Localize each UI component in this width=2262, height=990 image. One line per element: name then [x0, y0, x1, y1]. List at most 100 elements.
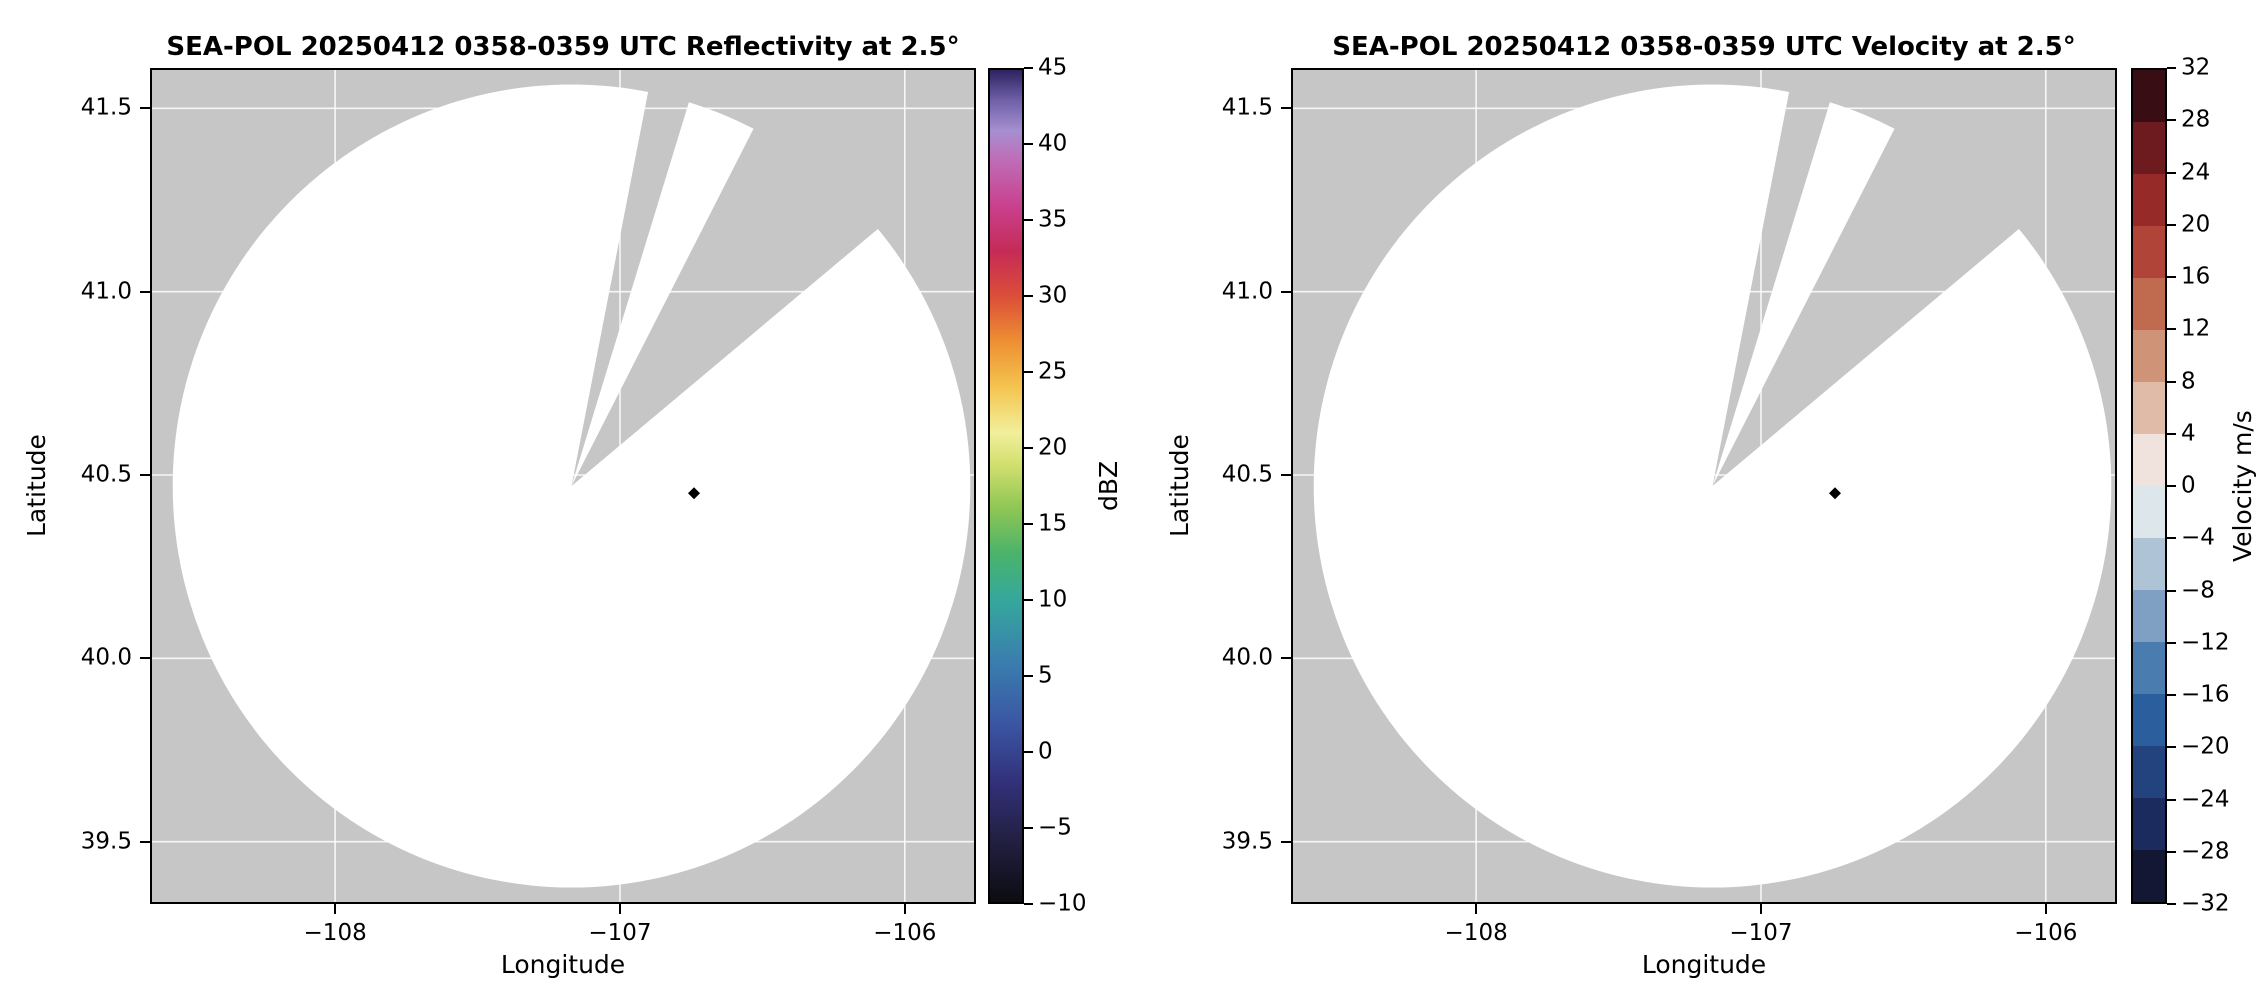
reflectivity-title: SEA-POL 20250412 0358-0359 UTC Reflectiv…	[166, 32, 960, 62]
y-tick-mark	[140, 290, 150, 293]
location-marker	[1829, 487, 1841, 500]
velocity-x-axis-label: Longitude	[1641, 950, 1767, 979]
colorbar-tick-label: 8	[2181, 368, 2196, 394]
colorbar-tick-mark	[2167, 485, 2176, 487]
colorbar-tick-label: 12	[2181, 315, 2211, 342]
colorbar-tick-mark	[2167, 328, 2176, 331]
y-tick-label: 41.5	[80, 94, 132, 121]
colorbar-tick-label: −10	[1038, 890, 1087, 917]
colorbar-tick-label: 30	[1038, 282, 1068, 309]
colorbar-segment	[2133, 122, 2165, 174]
colorbar-tick-label: 32	[2181, 54, 2211, 81]
y-tick-label: 39.5	[80, 828, 132, 855]
colorbar-tick-label: 20	[2181, 211, 2211, 238]
colorbar-segment	[2133, 330, 2165, 382]
y-tick-mark	[140, 657, 150, 660]
colorbar-tick-label: 25	[1038, 358, 1068, 385]
x-tick-label: −106	[873, 920, 937, 946]
colorbar-tick-mark	[1024, 523, 1033, 525]
x-tick-label: −106	[2014, 920, 2078, 946]
colorbar-tick-mark	[2167, 746, 2176, 749]
y-tick-mark	[1281, 474, 1291, 476]
colorbar-tick-mark	[2167, 432, 2176, 435]
velocity-title: SEA-POL 20250412 0358-0359 UTC Velocity …	[1332, 32, 2076, 62]
colorbar-tick-mark	[2167, 641, 2176, 644]
colorbar-segment	[2133, 642, 2165, 694]
colorbar-tick-label: 16	[2181, 263, 2211, 290]
reflectivity-plot	[150, 0, 1018, 904]
colorbar-segment	[2133, 590, 2165, 642]
y-tick-mark	[140, 107, 150, 110]
colorbar-tick-mark	[1024, 827, 1033, 829]
colorbar-tick-mark	[1024, 447, 1033, 449]
colorbar-tick-mark	[2167, 119, 2176, 122]
colorbar-tick-mark	[2167, 537, 2176, 540]
x-tick-label: −108	[303, 920, 367, 946]
y-tick-mark	[1281, 107, 1291, 110]
colorbar-tick-mark	[2167, 276, 2176, 278]
colorbar-tick-mark	[1024, 295, 1033, 297]
x-tick-mark	[2044, 904, 2047, 914]
colorbar-tick-mark	[2167, 850, 2176, 853]
x-tick-label: −107	[1729, 920, 1793, 946]
x-tick-mark	[334, 904, 337, 914]
velocity-colorbar-label: Velocity m/s	[2228, 410, 2257, 562]
x-tick-label: −108	[1444, 920, 1508, 946]
colorbar-tick-label: −20	[2181, 733, 2230, 760]
plot-frame	[150, 68, 976, 904]
velocity-plot	[1291, 0, 2159, 904]
colorbar-tick-mark	[2167, 380, 2176, 383]
colorbar-tick-label: 45	[1038, 54, 1068, 81]
reflectivity-x-axis-label: Longitude	[500, 950, 626, 979]
y-tick-mark	[1281, 290, 1291, 293]
missing-data-sector	[571, 0, 1018, 486]
colorbar-segment	[2133, 226, 2165, 278]
x-tick-mark	[618, 904, 621, 914]
colorbar-tick-label: 0	[1038, 738, 1053, 765]
x-tick-mark	[903, 904, 906, 914]
colorbar-tick-label: −28	[2181, 838, 2230, 865]
colorbar-tick-mark	[2167, 589, 2176, 592]
y-tick-mark	[140, 840, 150, 843]
colorbar-segment	[2133, 70, 2165, 122]
radar-ppi-svg	[1291, 0, 2159, 904]
colorbar-segment	[2133, 798, 2165, 850]
plot-frame	[1291, 68, 2117, 904]
y-tick-label: 41.0	[80, 278, 132, 305]
colorbar-segment	[2133, 694, 2165, 746]
reflectivity-colorbar	[988, 68, 1024, 904]
colorbar-tick-label: −5	[1038, 814, 1072, 841]
y-tick-label: 41.0	[1221, 278, 1273, 305]
colorbar-segment	[2133, 278, 2165, 330]
colorbar-tick-label: −32	[2181, 890, 2230, 917]
colorbar-tick-label: −4	[2181, 524, 2215, 551]
colorbar-tick-label: 20	[1038, 434, 1068, 461]
y-tick-mark	[1281, 657, 1291, 660]
colorbar-tick-label: −8	[2181, 577, 2215, 603]
colorbar-tick-label: 24	[2181, 159, 2211, 185]
colorbar-tick-mark	[1024, 903, 1033, 905]
colorbar-tick-mark	[1024, 67, 1033, 69]
colorbar-tick-label: 4	[2181, 420, 2196, 447]
colorbar-tick-label: 10	[1038, 586, 1068, 613]
colorbar-segment	[2133, 850, 2165, 902]
y-tick-mark	[1281, 840, 1291, 843]
colorbar-tick-mark	[1024, 371, 1033, 373]
velocity-colorbar	[2131, 68, 2167, 904]
colorbar-tick-label: 5	[1038, 662, 1053, 689]
colorbar-tick-mark	[2167, 903, 2176, 905]
radar-ppi-svg	[150, 0, 1018, 904]
colorbar-tick-label: 28	[2181, 106, 2211, 133]
colorbar-segment	[2133, 382, 2165, 434]
colorbar-segment	[2133, 434, 2165, 486]
colorbar-tick-label: 15	[1038, 510, 1068, 537]
colorbar-segment	[2133, 538, 2165, 590]
colorbar-tick-label: 35	[1038, 206, 1068, 233]
colorbar-segment	[2133, 174, 2165, 226]
location-marker	[688, 487, 700, 500]
colorbar-tick-mark	[2167, 223, 2176, 226]
colorbar-tick-label: −24	[2181, 786, 2230, 812]
colorbar-tick-mark	[2167, 171, 2176, 174]
y-tick-label: 40.5	[1221, 461, 1273, 488]
